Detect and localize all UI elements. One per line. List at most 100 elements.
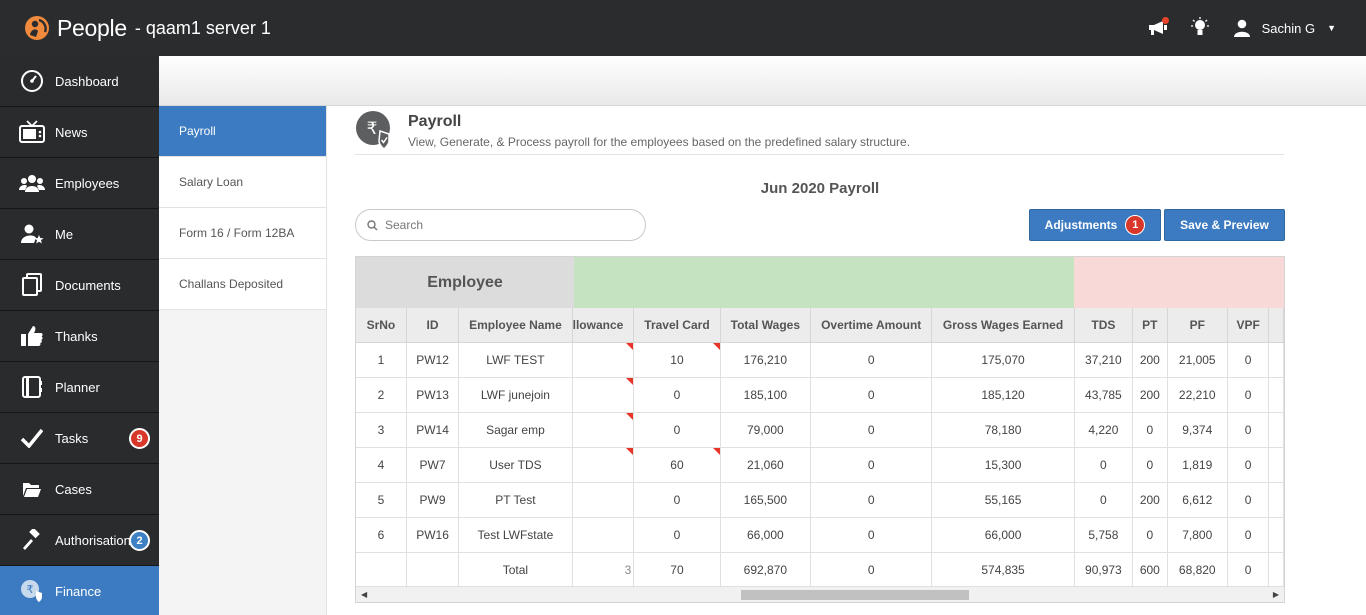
lightbulb-icon[interactable] xyxy=(1188,16,1212,40)
cell-overtime-amount[interactable]: 0 xyxy=(810,342,933,378)
cell-allowance[interactable] xyxy=(572,447,635,483)
col-total-wages[interactable]: Total Wages xyxy=(720,308,812,343)
scroll-left-icon[interactable]: ◀ xyxy=(361,590,368,599)
cell-pf[interactable]: 21,005 xyxy=(1167,342,1228,378)
cell-vpf[interactable]: 0 xyxy=(1227,482,1270,518)
submenu-item-salary-loan[interactable]: Salary Loan xyxy=(159,157,326,208)
cell-pt[interactable]: 0 xyxy=(1132,447,1168,483)
page-title: Payroll xyxy=(408,113,462,130)
cell-overtime-amount[interactable]: 0 xyxy=(810,377,933,413)
submenu-item-payroll[interactable]: Payroll xyxy=(159,106,326,157)
scroll-right-icon[interactable]: ▶ xyxy=(1272,590,1279,599)
cell-vpf[interactable]: 0 xyxy=(1227,517,1270,553)
sidebar-item-finance[interactable]: ₹ Finance xyxy=(0,566,159,615)
user-icon[interactable] xyxy=(1230,16,1254,40)
submenu-item-challans[interactable]: Challans Deposited xyxy=(159,259,326,310)
table-row: 3 PW14 Sagar emp 0 79,000 0 78,180 4,220… xyxy=(356,412,1284,448)
sidebar-item-thanks[interactable]: Thanks xyxy=(0,311,159,362)
cell-travel-card[interactable]: 0 xyxy=(633,412,721,448)
col-travel-card[interactable]: Travel Card xyxy=(633,308,721,343)
col-srno[interactable]: SrNo xyxy=(356,308,407,343)
cell-employee-name: PT Test xyxy=(458,482,573,518)
cell-travel-card[interactable]: 0 xyxy=(633,517,721,553)
cell-pf[interactable]: 22,210 xyxy=(1167,377,1228,413)
cell-overtime-amount[interactable]: 0 xyxy=(810,447,933,483)
cell-tds[interactable]: 43,785 xyxy=(1074,377,1134,413)
col-next[interactable] xyxy=(1268,308,1284,343)
cell-allowance[interactable] xyxy=(572,377,635,413)
user-name[interactable]: Sachin G xyxy=(1261,20,1316,36)
cell-travel-card[interactable]: 60 xyxy=(633,447,721,483)
col-pt[interactable]: PT xyxy=(1132,308,1168,343)
sidebar-item-employees[interactable]: Employees xyxy=(0,158,159,209)
search-box[interactable] xyxy=(355,209,646,241)
sidebar-item-tasks[interactable]: Tasks 9 xyxy=(0,413,159,464)
cell-allowance[interactable] xyxy=(572,342,635,378)
authorisations-badge: 2 xyxy=(129,530,150,551)
col-pf[interactable]: PF xyxy=(1167,308,1228,343)
cell-gross-wages: 78,180 xyxy=(931,412,1075,448)
caret-down-icon[interactable]: ▼ xyxy=(1327,23,1336,33)
cell-travel-card[interactable]: 0 xyxy=(633,377,721,413)
app-name[interactable]: People xyxy=(57,14,127,41)
col-allowance[interactable]: llowance xyxy=(572,308,635,343)
tv-icon xyxy=(19,119,45,145)
cell-pt[interactable]: 200 xyxy=(1132,377,1168,413)
sidebar-item-label: News xyxy=(55,124,88,140)
cell-tds[interactable]: 0 xyxy=(1074,482,1134,518)
cell-tds[interactable]: 5,758 xyxy=(1074,517,1134,553)
cell-pt[interactable]: 0 xyxy=(1132,412,1168,448)
cell-pt[interactable]: 200 xyxy=(1132,482,1168,518)
sidebar-item-me[interactable]: Me xyxy=(0,209,159,260)
search-input[interactable] xyxy=(385,218,625,232)
cell-pf[interactable]: 1,819 xyxy=(1167,447,1228,483)
cell-total-vpf: 0 xyxy=(1227,552,1270,588)
col-vpf[interactable]: VPF xyxy=(1227,308,1270,343)
submenu-item-form16[interactable]: Form 16 / Form 12BA xyxy=(159,208,326,259)
cell-vpf[interactable]: 0 xyxy=(1227,412,1270,448)
adjustments-button[interactable]: Adjustments 1 xyxy=(1029,209,1161,241)
col-gross-wages-earned[interactable]: Gross Wages Earned xyxy=(931,308,1075,343)
cell-travel-card[interactable]: 0 xyxy=(633,482,721,518)
col-tds[interactable]: TDS xyxy=(1074,308,1134,343)
sidebar-item-news[interactable]: News xyxy=(0,107,159,158)
sidebar-item-cases[interactable]: Cases xyxy=(0,464,159,515)
cell-pt[interactable]: 200 xyxy=(1132,342,1168,378)
sidebar-item-label: Documents xyxy=(55,277,121,293)
cell-overtime-amount[interactable]: 0 xyxy=(810,482,933,518)
cell-allowance[interactable] xyxy=(572,412,635,448)
sidebar-item-authorisations[interactable]: Authorisations 2 xyxy=(0,515,159,566)
cell-allowance[interactable] xyxy=(572,482,635,518)
cell-gross-wages: 66,000 xyxy=(931,517,1075,553)
cell-travel-card[interactable]: 10 xyxy=(633,342,721,378)
col-employee-name[interactable]: Employee Name xyxy=(458,308,573,343)
cell-allowance[interactable] xyxy=(572,517,635,553)
cell-tds[interactable]: 4,220 xyxy=(1074,412,1134,448)
people-logo-icon[interactable] xyxy=(24,15,50,41)
group-employee: Employee xyxy=(356,257,574,308)
cell-vpf[interactable]: 0 xyxy=(1227,377,1270,413)
sidebar-item-documents[interactable]: Documents xyxy=(0,260,159,311)
megaphone-icon[interactable] xyxy=(1146,16,1170,40)
col-id[interactable]: ID xyxy=(406,308,460,343)
cell-pf[interactable]: 7,800 xyxy=(1167,517,1228,553)
cell-pt[interactable]: 0 xyxy=(1132,517,1168,553)
cell-pf[interactable]: 6,612 xyxy=(1167,482,1228,518)
cell-vpf[interactable]: 0 xyxy=(1227,342,1270,378)
cell-tds[interactable]: 0 xyxy=(1074,447,1134,483)
cell-tds[interactable]: 37,210 xyxy=(1074,342,1134,378)
cell-next xyxy=(1268,517,1284,553)
group-deductions xyxy=(1074,257,1284,308)
sidebar-item-dashboard[interactable]: Dashboard xyxy=(0,56,159,107)
group-icon xyxy=(19,170,45,196)
horizontal-scrollbar[interactable]: ◀ ▶ xyxy=(356,586,1284,602)
cell-overtime-amount[interactable]: 0 xyxy=(810,412,933,448)
sidebar-item-planner[interactable]: Planner xyxy=(0,362,159,413)
col-overtime-amount[interactable]: Overtime Amount xyxy=(810,308,933,343)
cell-pf[interactable]: 9,374 xyxy=(1167,412,1228,448)
save-preview-button[interactable]: Save & Preview xyxy=(1164,209,1285,241)
cell-vpf[interactable]: 0 xyxy=(1227,447,1270,483)
scrollbar-thumb[interactable] xyxy=(741,590,969,600)
cell-total-wages: 176,210 xyxy=(720,342,812,378)
cell-overtime-amount[interactable]: 0 xyxy=(810,517,933,553)
